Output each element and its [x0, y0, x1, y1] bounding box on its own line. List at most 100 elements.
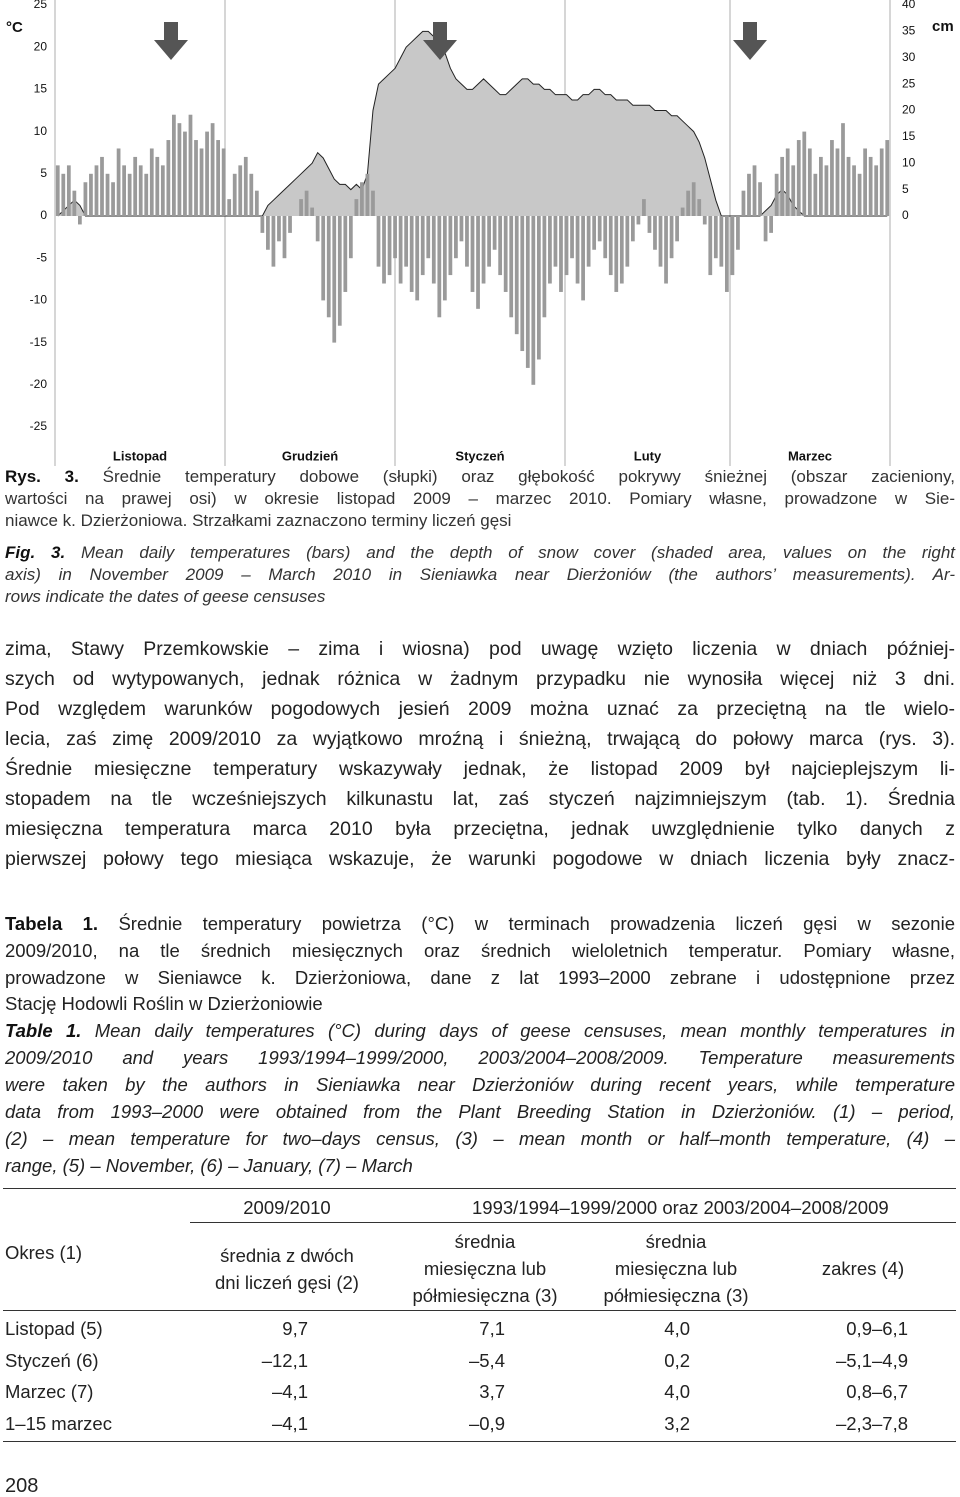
table-cell: 4,0: [664, 1381, 690, 1402]
x-tick-label: Marzec: [788, 448, 832, 463]
text-line: (2) – mean temperature for two–days cens…: [5, 1128, 955, 1149]
bar: [581, 216, 585, 301]
bar: [55, 165, 60, 216]
body-line: pierwszej połowy tego miesiąca wskazuje,…: [5, 844, 955, 874]
bar: [741, 190, 746, 216]
x-tick-label: Luty: [634, 448, 662, 463]
bar: [61, 173, 66, 216]
y-tick-label: -15: [30, 335, 48, 349]
y-tick-label: 0: [40, 208, 47, 222]
bar: [785, 148, 790, 216]
table-caption-en: were taken by the authors in Sieniawka n…: [5, 1072, 955, 1098]
bar: [719, 216, 724, 267]
figure-caption: Rys. 3. Średnie temperatury dobowe (słup…: [5, 466, 955, 488]
bar: [277, 216, 281, 242]
bar: [802, 131, 807, 216]
y-axis-label: °C: [6, 19, 23, 36]
bar: [299, 199, 303, 216]
text-line: stopadem na tle wcześniejszych kilkunast…: [5, 788, 955, 810]
bar: [409, 216, 414, 292]
table-cell: –5,1–4,9: [835, 1350, 908, 1371]
table-cell: 0,2: [664, 1350, 690, 1371]
bar: [647, 216, 652, 233]
y2-tick-label: 5: [902, 182, 909, 196]
bar: [857, 173, 862, 216]
bar: [431, 216, 436, 284]
page-number: 208: [5, 1475, 39, 1497]
text-line: range, (5) – November, (6) – January, (7…: [5, 1155, 413, 1176]
bar: [89, 173, 93, 216]
y2-axis-label: cm: [932, 18, 954, 35]
x-tick-label: Grudzień: [282, 448, 338, 463]
header-cell: półmiesięczna (3): [412, 1285, 558, 1306]
bar: [194, 140, 198, 216]
bar: [205, 131, 209, 216]
text-line: miesięczna temperatura marca 2010 była p…: [5, 818, 955, 840]
bar: [863, 148, 867, 216]
body-line: szych od wytypowanych, jednak różnica w …: [5, 664, 955, 694]
table-cell: –12,1: [261, 1350, 308, 1371]
bar: [149, 148, 154, 216]
bar: [415, 216, 420, 301]
table-rule: [190, 1222, 956, 1223]
y2-tick-label: 0: [902, 208, 909, 222]
bar: [216, 140, 221, 216]
text-line: szych od wytypowanych, jednak różnica w …: [5, 668, 955, 690]
bar: [426, 216, 431, 259]
bar: [481, 216, 486, 284]
bar: [221, 148, 226, 216]
bar: [337, 216, 342, 326]
bar: [592, 216, 597, 250]
y2-tick-label: 30: [902, 50, 916, 64]
bar: [271, 216, 276, 267]
label: Tabela 1.: [5, 913, 99, 934]
bar: [658, 216, 663, 267]
table-caption: Tabela 1. Średnie temperatury powietrza …: [5, 911, 955, 937]
text-line: rows indicate the dates of geese censuse…: [5, 587, 326, 606]
header-group: 1993/1994–1999/2000 oraz 2003/2004–2008/…: [472, 1197, 889, 1218]
bar: [354, 199, 359, 216]
table-caption: Stację Hodowli Roślin w Dzierżoniowie: [5, 991, 323, 1017]
body-line: lecia, zaś zimę 2009/2010 za wyjątkowo m…: [5, 724, 955, 754]
y-tick-label: 5: [40, 166, 47, 180]
bar: [199, 148, 204, 216]
bar: [702, 216, 707, 225]
bar: [310, 207, 315, 216]
bar: [542, 216, 547, 318]
body-line: stopadem na tle wcześniejszych kilkunast…: [5, 784, 955, 814]
bar: [172, 114, 176, 216]
row-label: Marzec (7): [5, 1381, 94, 1402]
bar: [724, 216, 729, 292]
text-line: Stację Hodowli Roślin w Dzierżoniowie: [5, 993, 323, 1014]
bar: [105, 173, 110, 216]
table-caption-en: Table 1. Mean daily temperatures (°C) du…: [5, 1018, 955, 1044]
bar: [675, 216, 679, 242]
bar: [780, 156, 785, 216]
bar: [315, 216, 320, 242]
bar: [332, 216, 337, 343]
table-caption-en: range, (5) – November, (6) – January, (7…: [5, 1153, 413, 1179]
bar: [188, 114, 193, 216]
bar: [288, 216, 292, 233]
table-cell: 3,2: [664, 1413, 690, 1434]
y2-tick-label: 20: [902, 103, 916, 117]
bar: [360, 182, 364, 216]
text-line: lecia, zaś zimę 2009/2010 za wyjątkowo m…: [5, 728, 955, 750]
bar: [813, 173, 818, 216]
table-caption: 2009/2010, na tle średnich miesięcznych …: [5, 938, 955, 964]
bar: [619, 216, 624, 284]
bar: [376, 216, 381, 267]
text-line: niawce k. Dzierżoniowa. Strzałkami zazna…: [5, 511, 512, 530]
bar: [398, 216, 403, 284]
table-caption-en: data from 1993–2000 were obtained from t…: [5, 1099, 955, 1125]
bar: [874, 165, 879, 216]
body-line: Pod względem warunków pogodowych jesień …: [5, 694, 955, 724]
bar: [636, 216, 641, 225]
body-line: zima, Stawy Przemkowskie – zima i wiosna…: [5, 634, 955, 664]
bar: [177, 123, 182, 216]
bar: [586, 216, 591, 267]
bar: [520, 216, 525, 352]
table-caption-en: 2009/2010 and years 1993/1994–1999/2000,…: [5, 1045, 955, 1071]
header-cell: miesięczna lub: [423, 1258, 547, 1279]
